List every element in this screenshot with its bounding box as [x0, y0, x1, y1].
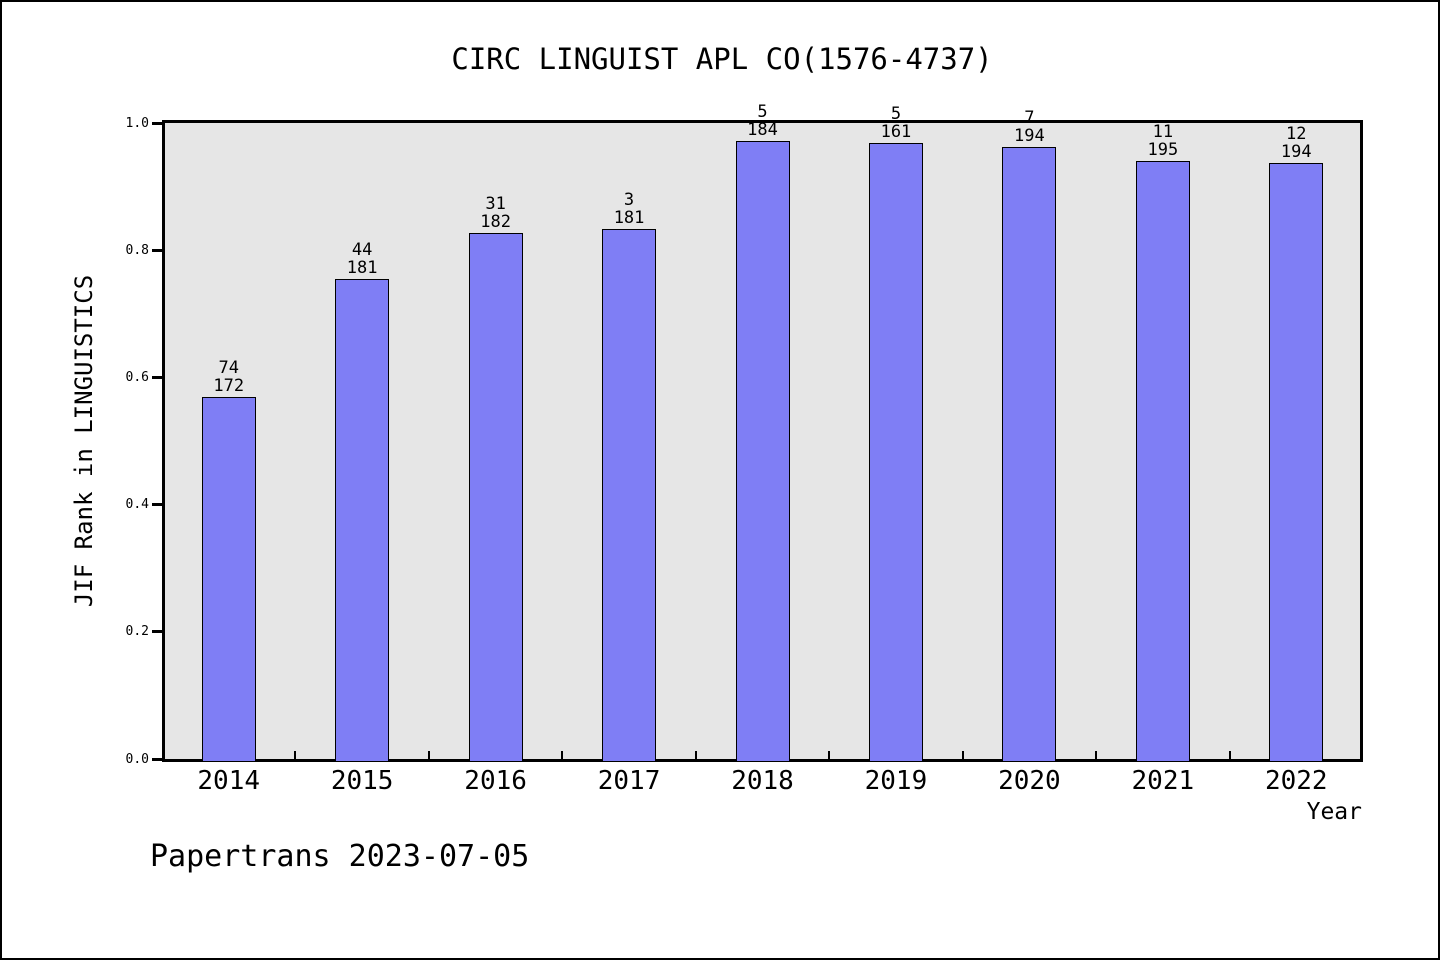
bar	[335, 279, 390, 762]
y-tick-label: 0.6	[125, 369, 149, 385]
y-tick-label: 1.0	[125, 115, 149, 131]
y-tick	[152, 503, 162, 507]
x-tick-label: 2016	[464, 766, 527, 796]
y-tick	[152, 375, 162, 379]
x-tick	[694, 751, 697, 759]
x-axis-label: Year	[1306, 799, 1362, 825]
x-tick	[961, 751, 964, 759]
x-tick-label: 2017	[597, 766, 661, 796]
bar-value-label: 3 181	[613, 190, 645, 228]
x-tick-label: 2018	[731, 766, 794, 796]
bar	[1002, 147, 1057, 762]
bar-value-label: 5 184	[747, 102, 778, 140]
bar	[201, 397, 256, 762]
chart-title: CIRC LINGUIST APL CO(1576-4737)	[451, 42, 993, 76]
y-tick	[152, 248, 162, 252]
bar-value-label: 74 172	[213, 358, 245, 396]
y-tick-label: 0.2	[125, 624, 149, 640]
x-tick-label: 2014	[197, 766, 261, 796]
y-tick	[152, 630, 162, 634]
y-tick-label: 0.8	[125, 242, 149, 258]
bar	[1269, 163, 1324, 762]
bar-value-label: 7 194	[1014, 108, 1045, 146]
x-tick	[1095, 751, 1098, 759]
x-tick-label: 2019	[864, 766, 928, 796]
x-tick	[427, 751, 430, 759]
bar	[1135, 161, 1190, 762]
x-tick	[561, 751, 564, 759]
bar	[468, 233, 523, 762]
x-tick-label: 2021	[1131, 766, 1195, 796]
bar	[602, 229, 657, 762]
bar	[868, 143, 923, 762]
bar-value-label: 31 182	[480, 194, 511, 232]
footer-watermark: Papertrans 2023-07-05	[150, 839, 530, 874]
y-axis-label: JIF Rank in LINGUISTICS	[70, 274, 98, 608]
y-tick-label: 0.0	[125, 751, 149, 767]
x-tick-label: 2015	[330, 766, 394, 796]
x-tick-label: 2022	[1264, 766, 1328, 796]
bar-value-label: 11 195	[1147, 122, 1179, 160]
bar	[735, 141, 790, 762]
y-tick	[152, 121, 162, 125]
bar-value-label: 12 194	[1280, 124, 1312, 162]
y-tick	[152, 757, 162, 761]
bar-value-label: 44 181	[346, 240, 378, 278]
x-tick	[828, 751, 831, 759]
x-tick-label: 2020	[998, 766, 1061, 796]
y-tick-label: 0.4	[125, 497, 149, 513]
x-tick	[294, 751, 297, 759]
x-tick	[1228, 751, 1231, 759]
bar-value-label: 5 161	[880, 104, 912, 142]
